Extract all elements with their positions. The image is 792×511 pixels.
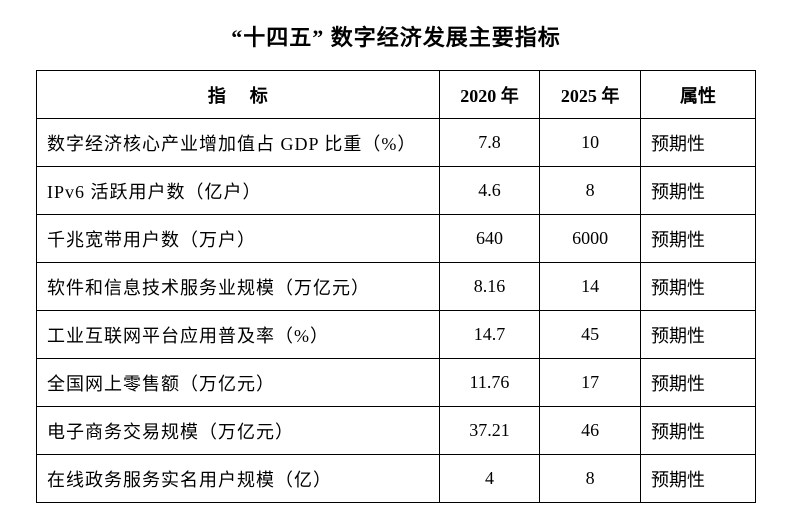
cell-2025: 8 <box>540 455 641 503</box>
cell-indicator: IPv6 活跃用户数（亿户） <box>37 167 440 215</box>
cell-2020: 14.7 <box>439 311 540 359</box>
col-header-attr: 属性 <box>640 71 755 119</box>
cell-indicator: 工业互联网平台应用普及率（%） <box>37 311 440 359</box>
col-header-2025: 2025 年 <box>540 71 641 119</box>
cell-attr: 预期性 <box>640 119 755 167</box>
table-row: 千兆宽带用户数（万户） 640 6000 预期性 <box>37 215 756 263</box>
indicators-table: 指标 2020 年 2025 年 属性 数字经济核心产业增加值占 GDP 比重（… <box>36 70 756 503</box>
table-row: 数字经济核心产业增加值占 GDP 比重（%） 7.8 10 预期性 <box>37 119 756 167</box>
cell-2025: 46 <box>540 407 641 455</box>
cell-2020: 4 <box>439 455 540 503</box>
col-header-2020: 2020 年 <box>439 71 540 119</box>
cell-2020: 11.76 <box>439 359 540 407</box>
table-row: IPv6 活跃用户数（亿户） 4.6 8 预期性 <box>37 167 756 215</box>
cell-attr: 预期性 <box>640 311 755 359</box>
cell-attr: 预期性 <box>640 215 755 263</box>
cell-indicator: 软件和信息技术服务业规模（万亿元） <box>37 263 440 311</box>
cell-indicator: 在线政务服务实名用户规模（亿） <box>37 455 440 503</box>
cell-2020: 8.16 <box>439 263 540 311</box>
cell-attr: 预期性 <box>640 455 755 503</box>
table-header-row: 指标 2020 年 2025 年 属性 <box>37 71 756 119</box>
cell-2025: 10 <box>540 119 641 167</box>
table-row: 工业互联网平台应用普及率（%） 14.7 45 预期性 <box>37 311 756 359</box>
cell-2025: 17 <box>540 359 641 407</box>
cell-2020: 640 <box>439 215 540 263</box>
cell-indicator: 千兆宽带用户数（万户） <box>37 215 440 263</box>
col-header-indicator: 指标 <box>37 71 440 119</box>
page-title: “十四五” 数字经济发展主要指标 <box>36 20 756 52</box>
cell-2025: 8 <box>540 167 641 215</box>
cell-indicator: 电子商务交易规模（万亿元） <box>37 407 440 455</box>
table-row: 电子商务交易规模（万亿元） 37.21 46 预期性 <box>37 407 756 455</box>
cell-2025: 6000 <box>540 215 641 263</box>
page: “十四五” 数字经济发展主要指标 指标 2020 年 2025 年 属性 数字经… <box>0 0 792 503</box>
cell-2025: 45 <box>540 311 641 359</box>
cell-attr: 预期性 <box>640 263 755 311</box>
table-row: 软件和信息技术服务业规模（万亿元） 8.16 14 预期性 <box>37 263 756 311</box>
cell-2020: 37.21 <box>439 407 540 455</box>
cell-2020: 4.6 <box>439 167 540 215</box>
cell-indicator: 数字经济核心产业增加值占 GDP 比重（%） <box>37 119 440 167</box>
cell-attr: 预期性 <box>640 407 755 455</box>
cell-attr: 预期性 <box>640 359 755 407</box>
cell-attr: 预期性 <box>640 167 755 215</box>
table-row: 在线政务服务实名用户规模（亿） 4 8 预期性 <box>37 455 756 503</box>
table-body: 数字经济核心产业增加值占 GDP 比重（%） 7.8 10 预期性 IPv6 活… <box>37 119 756 503</box>
table-row: 全国网上零售额（万亿元） 11.76 17 预期性 <box>37 359 756 407</box>
cell-2020: 7.8 <box>439 119 540 167</box>
cell-2025: 14 <box>540 263 641 311</box>
cell-indicator: 全国网上零售额（万亿元） <box>37 359 440 407</box>
